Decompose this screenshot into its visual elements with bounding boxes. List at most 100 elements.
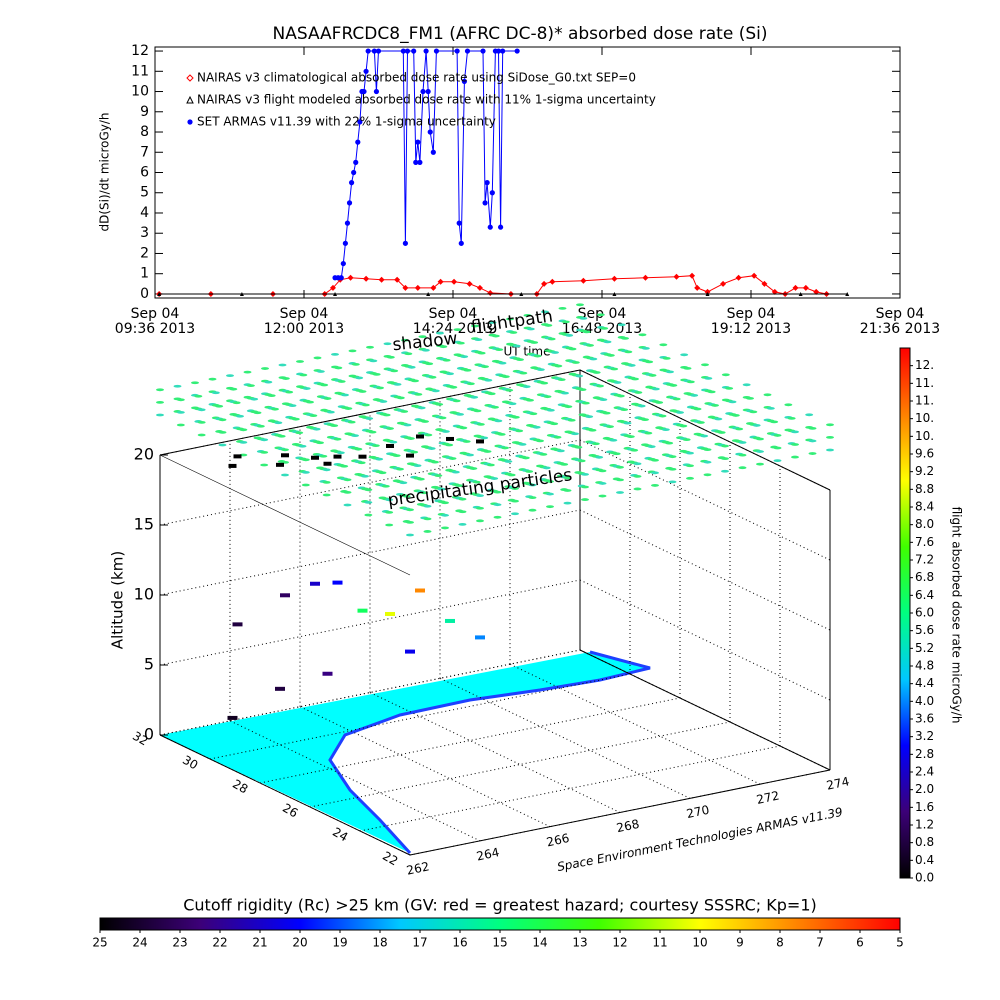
particle — [481, 365, 489, 369]
particle — [331, 352, 339, 356]
data-point — [363, 275, 370, 282]
particle — [348, 349, 357, 353]
particle — [756, 462, 764, 466]
particle — [630, 448, 639, 452]
particle — [322, 468, 331, 472]
shadow-point — [386, 443, 394, 448]
data-point — [426, 291, 431, 296]
particle — [301, 471, 310, 474]
particle — [476, 494, 484, 498]
particle — [669, 384, 678, 387]
data-point — [549, 278, 556, 285]
particle — [616, 394, 625, 398]
particle — [651, 458, 659, 462]
flight-point — [275, 686, 285, 691]
particle — [466, 382, 475, 386]
particle — [746, 396, 754, 400]
particle — [648, 374, 657, 377]
colorbar-tick-label: 7.6 — [915, 535, 934, 549]
particle — [281, 377, 290, 380]
data-point — [484, 180, 490, 186]
particle — [226, 374, 234, 378]
particle — [511, 499, 519, 503]
particle — [738, 441, 747, 444]
particle — [651, 484, 659, 487]
data-point — [792, 284, 799, 291]
colorbar-tick-label: 1.2 — [915, 818, 934, 832]
particle — [585, 415, 594, 419]
particle — [826, 448, 834, 452]
particle — [586, 344, 594, 347]
particle — [711, 404, 719, 407]
particle — [563, 476, 572, 480]
particle — [361, 403, 370, 407]
particle — [610, 367, 619, 371]
colorbar-tick-label: 11 — [652, 936, 667, 950]
particle — [516, 358, 524, 361]
particle — [773, 434, 782, 437]
particle — [826, 436, 834, 439]
particle — [455, 484, 464, 488]
particle — [421, 348, 430, 352]
data-point — [751, 272, 758, 279]
particle — [528, 496, 537, 500]
data-point — [735, 274, 742, 281]
particle — [316, 441, 324, 445]
data-point — [365, 48, 371, 54]
particle — [316, 370, 325, 373]
data-point — [329, 284, 336, 291]
coastline — [328, 650, 651, 855]
particle — [176, 411, 185, 414]
particle — [543, 395, 552, 399]
particle — [236, 414, 244, 418]
particle — [676, 411, 684, 414]
particle — [366, 345, 374, 349]
particle — [651, 387, 660, 391]
y-tick-label: 8 — [140, 124, 149, 140]
legend-label: NAIRAS v3 climatological absorbed dose r… — [197, 71, 636, 85]
x-tick-label: Sep 04 — [131, 306, 180, 322]
data-point — [400, 48, 406, 54]
colorbar-tick-label: 13 — [572, 936, 587, 950]
particle — [542, 466, 551, 470]
particle — [176, 423, 185, 427]
colorbar-tick-label: 9.2 — [915, 464, 934, 478]
particle — [330, 424, 339, 428]
colorbar-tick-label: 7.2 — [915, 553, 934, 567]
particle — [441, 526, 449, 530]
particle — [470, 395, 479, 399]
particle — [763, 393, 772, 397]
data-point — [489, 190, 495, 196]
shadow-point — [276, 462, 284, 467]
particle — [277, 434, 286, 438]
particle — [322, 481, 331, 484]
particle — [784, 403, 793, 407]
particle — [725, 386, 734, 390]
particle — [735, 427, 744, 431]
particle — [173, 384, 182, 388]
data-point — [417, 159, 423, 165]
data-point — [705, 291, 710, 296]
colorbar-tick-label: 2.8 — [915, 747, 934, 761]
colorbar-tick-label: 3.6 — [915, 712, 934, 726]
colorbar-tick-label: 8 — [776, 936, 784, 950]
data-point — [371, 48, 377, 54]
particle — [546, 505, 554, 509]
particle — [358, 390, 367, 393]
particle — [452, 399, 461, 403]
particle — [334, 366, 343, 370]
particle — [239, 428, 248, 432]
particle — [480, 436, 489, 440]
particle — [375, 457, 384, 461]
particle — [526, 327, 535, 331]
particle — [456, 341, 465, 345]
z-tick-label: 15 — [134, 515, 154, 534]
particle — [808, 439, 817, 443]
particle — [253, 411, 262, 415]
data-point — [798, 291, 803, 296]
particle — [445, 443, 454, 447]
particle — [218, 443, 227, 447]
particle — [553, 435, 562, 439]
particle — [808, 426, 817, 430]
particle — [563, 489, 572, 492]
